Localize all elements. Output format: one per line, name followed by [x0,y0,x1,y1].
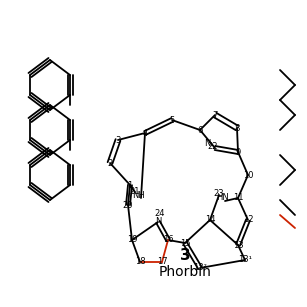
Text: 11: 11 [233,193,243,203]
Text: 1: 1 [127,181,133,189]
Text: 2: 2 [107,158,113,168]
Text: Phorbin: Phorbin [158,265,212,279]
Text: 5: 5 [169,115,175,125]
Text: N: N [204,138,210,147]
Text: 9: 9 [235,147,241,157]
Text: 13²: 13² [193,263,207,273]
Text: 8: 8 [234,123,240,133]
Text: 4: 4 [142,129,148,138]
Text: 14: 14 [205,216,215,224]
Text: 7: 7 [212,111,218,119]
Text: 17: 17 [157,258,167,266]
Text: 23: 23 [214,189,224,199]
Text: 12: 12 [243,216,253,224]
Text: 24: 24 [155,209,165,219]
Text: 19: 19 [127,235,137,244]
Text: 3: 3 [115,135,121,145]
Text: 16: 16 [163,235,173,244]
Text: 21: 21 [130,188,140,196]
Text: HN: HN [216,193,228,203]
Text: 22: 22 [208,142,218,150]
Text: 15: 15 [180,239,190,247]
Text: 3: 3 [180,247,190,262]
Text: 18: 18 [135,258,145,266]
Text: 20: 20 [123,200,133,209]
Text: 10: 10 [243,170,253,180]
Text: 13¹: 13¹ [238,255,252,265]
Text: N: N [155,217,161,227]
Text: 13: 13 [233,240,243,250]
Text: 6: 6 [197,126,203,134]
Text: NH: NH [132,191,144,200]
